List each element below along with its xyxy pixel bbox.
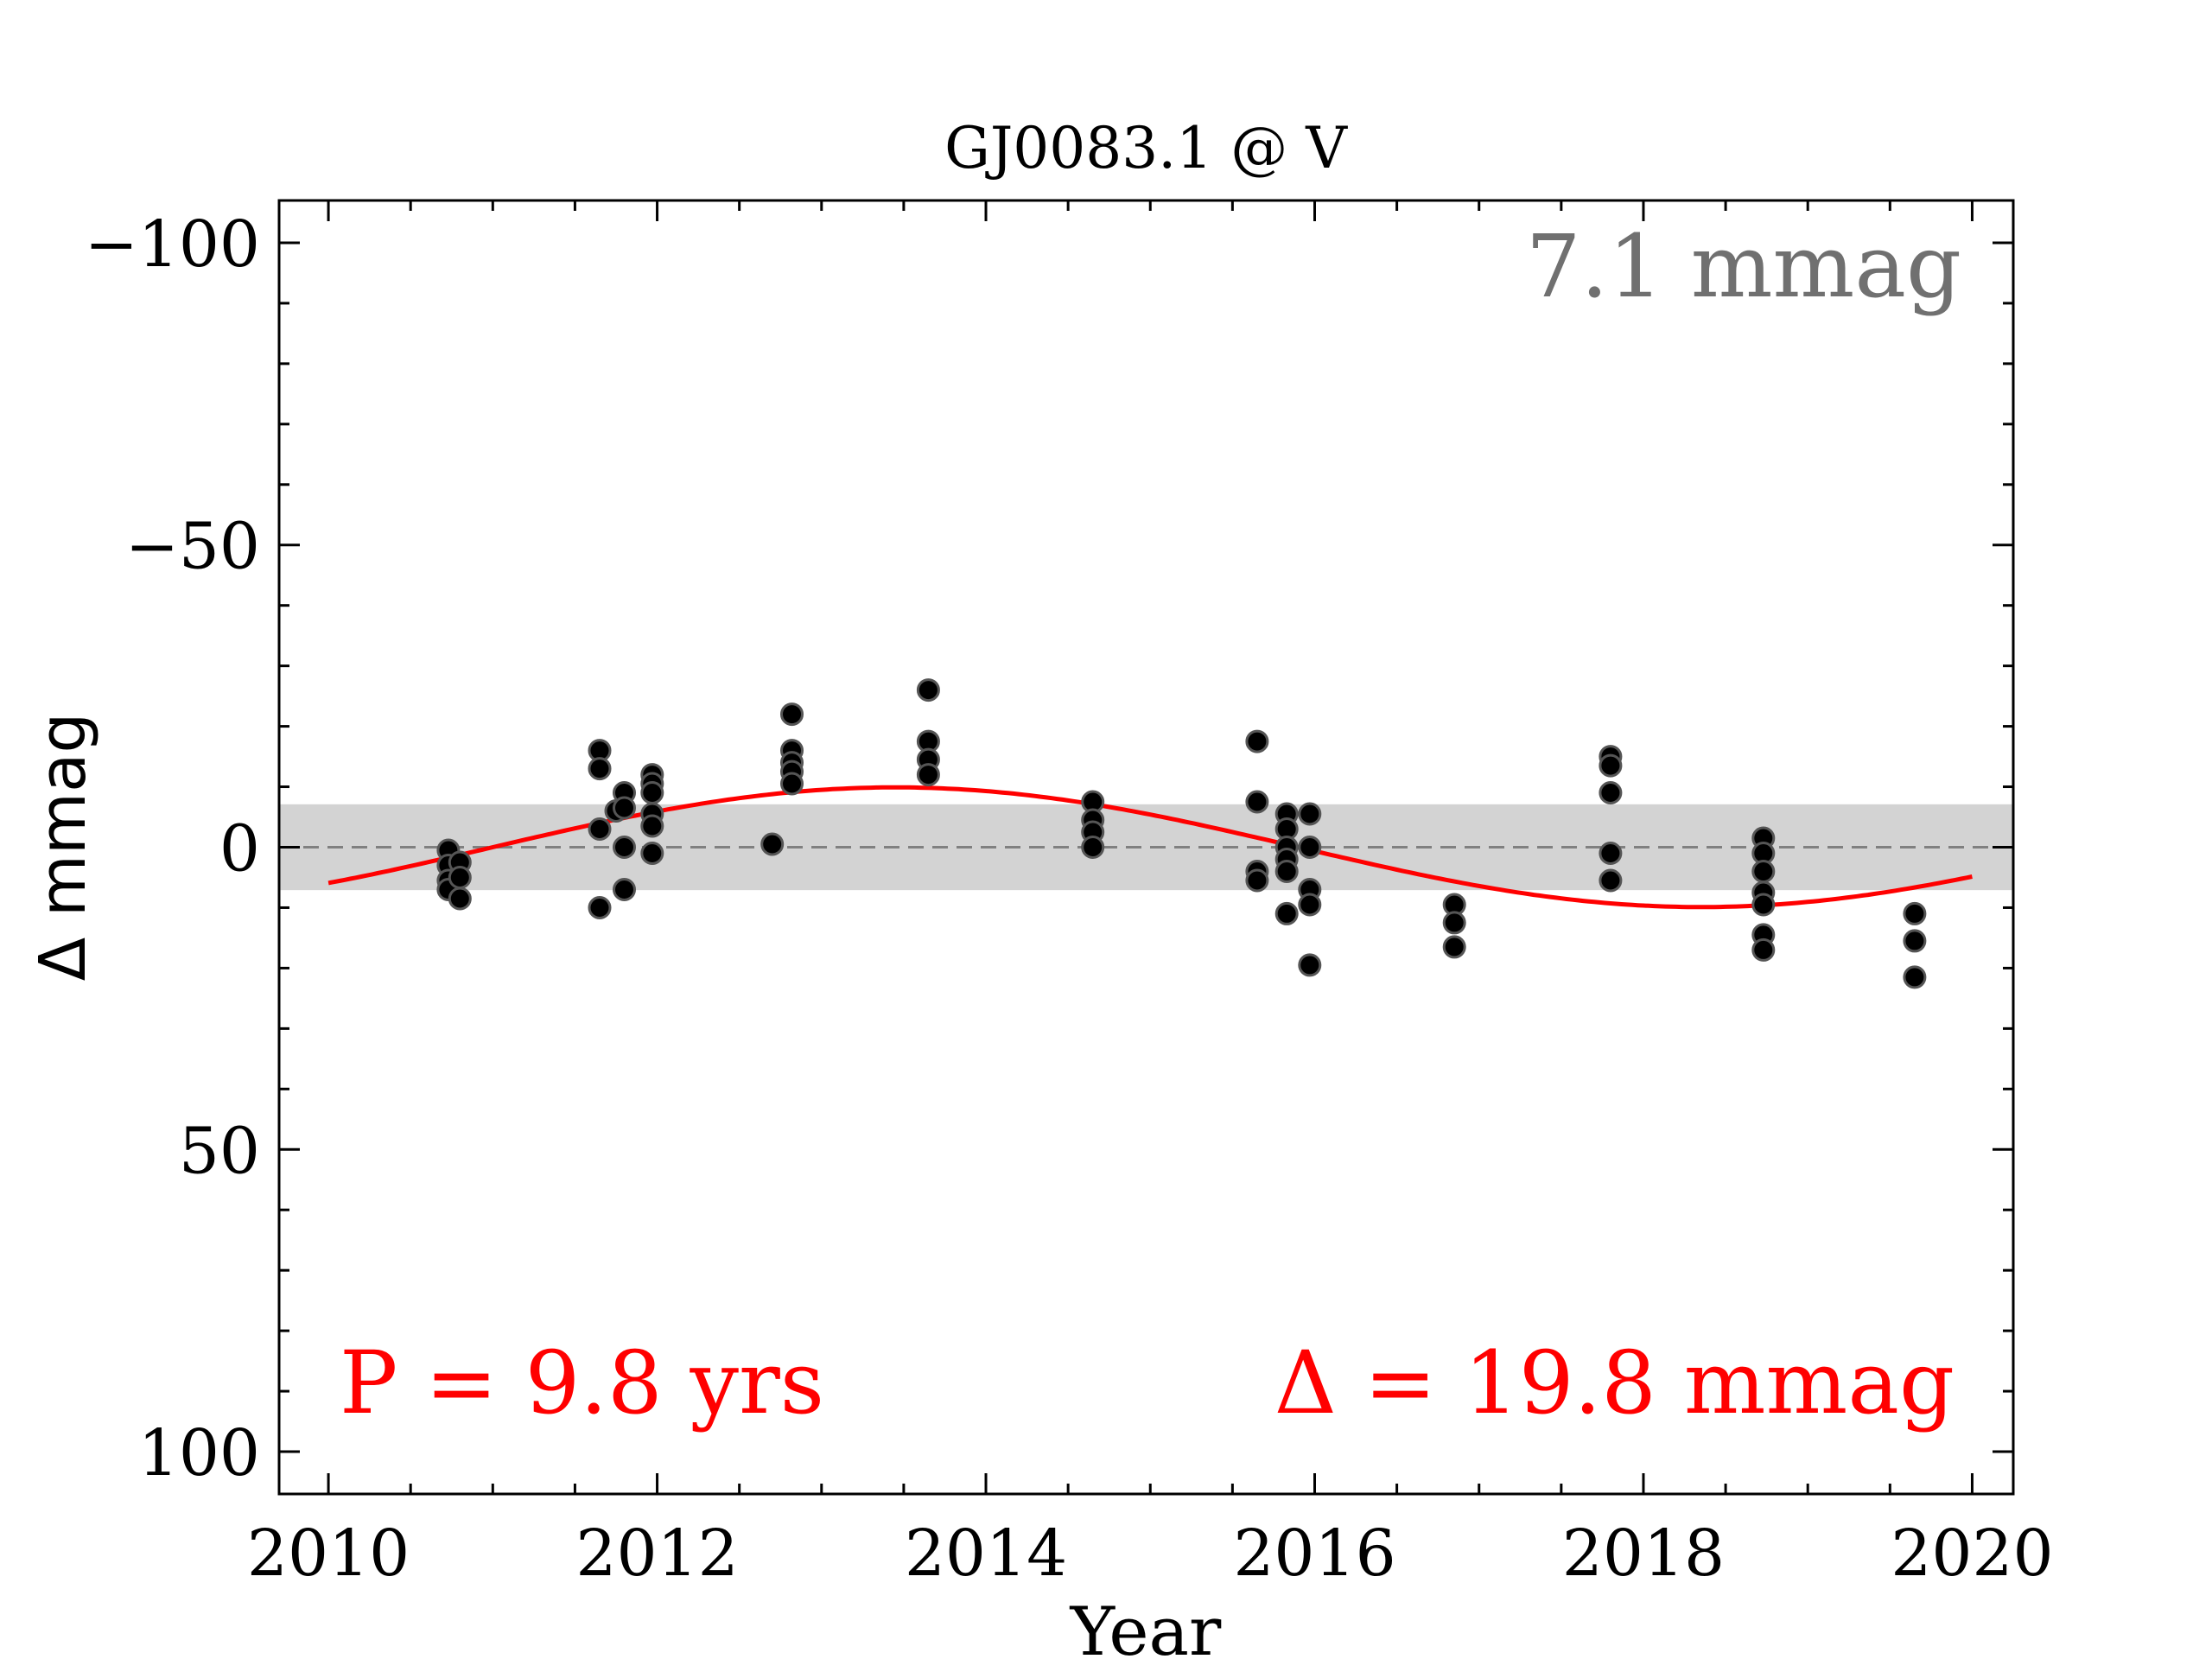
data-point — [1903, 965, 1927, 989]
y-tick-label: 0 — [219, 812, 260, 887]
data-point — [1298, 802, 1322, 826]
data-point — [448, 887, 472, 911]
y-axis-label: Δ mmag — [26, 713, 100, 982]
x-tick-label: 2012 — [575, 1516, 738, 1591]
data-point — [613, 796, 636, 820]
data-point — [588, 757, 612, 781]
chart-title: GJ0083.1 @ V — [944, 115, 1348, 181]
data-point — [1599, 842, 1623, 865]
data-point — [1274, 860, 1299, 883]
data-point — [1751, 860, 1776, 883]
rms-annotation: 7.1 mmag — [1526, 216, 1961, 317]
data-point — [640, 842, 664, 865]
data-point — [1245, 790, 1269, 814]
data-point — [1298, 953, 1322, 977]
x-tick-label: 2018 — [1562, 1516, 1725, 1591]
data-point — [780, 772, 804, 796]
data-point — [588, 896, 612, 919]
rms-band — [279, 804, 2013, 891]
data-point — [640, 814, 664, 838]
data-point — [780, 702, 804, 727]
data-point — [1298, 893, 1322, 917]
data-point — [640, 781, 664, 804]
data-point — [760, 832, 785, 856]
tick-labels: 2010 2012 2014 2016 2018 2020 −100 −50 0 50 100 — [85, 207, 2054, 1591]
data-point — [1442, 935, 1466, 959]
data-point — [1599, 753, 1623, 778]
data-point — [1442, 911, 1466, 935]
amplitude-annotation: Δ = 19.8 mmag — [1274, 1332, 1955, 1433]
x-tick-label: 2010 — [247, 1516, 410, 1591]
data-point — [448, 866, 472, 889]
y-tick-label: −50 — [125, 510, 260, 584]
period-annotation: P = 9.8 yrs — [340, 1332, 824, 1433]
y-tick-label: 50 — [179, 1114, 260, 1188]
data-point — [1903, 929, 1927, 953]
x-tick-label: 2020 — [1891, 1516, 2053, 1591]
plot-frame — [277, 199, 2015, 1496]
x-tick-label: 2016 — [1233, 1516, 1395, 1591]
data-point — [1751, 938, 1776, 962]
plot-area — [279, 678, 2013, 989]
data-point — [1298, 836, 1322, 859]
data-point — [613, 878, 636, 901]
data-point — [613, 836, 636, 859]
data-point — [1245, 868, 1269, 893]
data-point — [916, 678, 940, 702]
data-point — [1903, 901, 1927, 925]
x-axis-label: Year — [1070, 1593, 1222, 1659]
data-point — [1599, 868, 1623, 893]
x-tick-label: 2014 — [905, 1516, 1067, 1591]
data-point — [588, 817, 612, 841]
data-point — [1599, 781, 1623, 804]
y-tick-label: 100 — [138, 1416, 260, 1491]
axis-ticks — [279, 200, 2013, 1494]
data-point — [916, 763, 940, 787]
data-points — [436, 678, 1927, 989]
data-point — [1751, 893, 1776, 917]
y-tick-label: −100 — [85, 207, 260, 282]
data-point — [1274, 901, 1299, 925]
data-point — [1081, 836, 1105, 859]
data-point — [1245, 729, 1269, 753]
